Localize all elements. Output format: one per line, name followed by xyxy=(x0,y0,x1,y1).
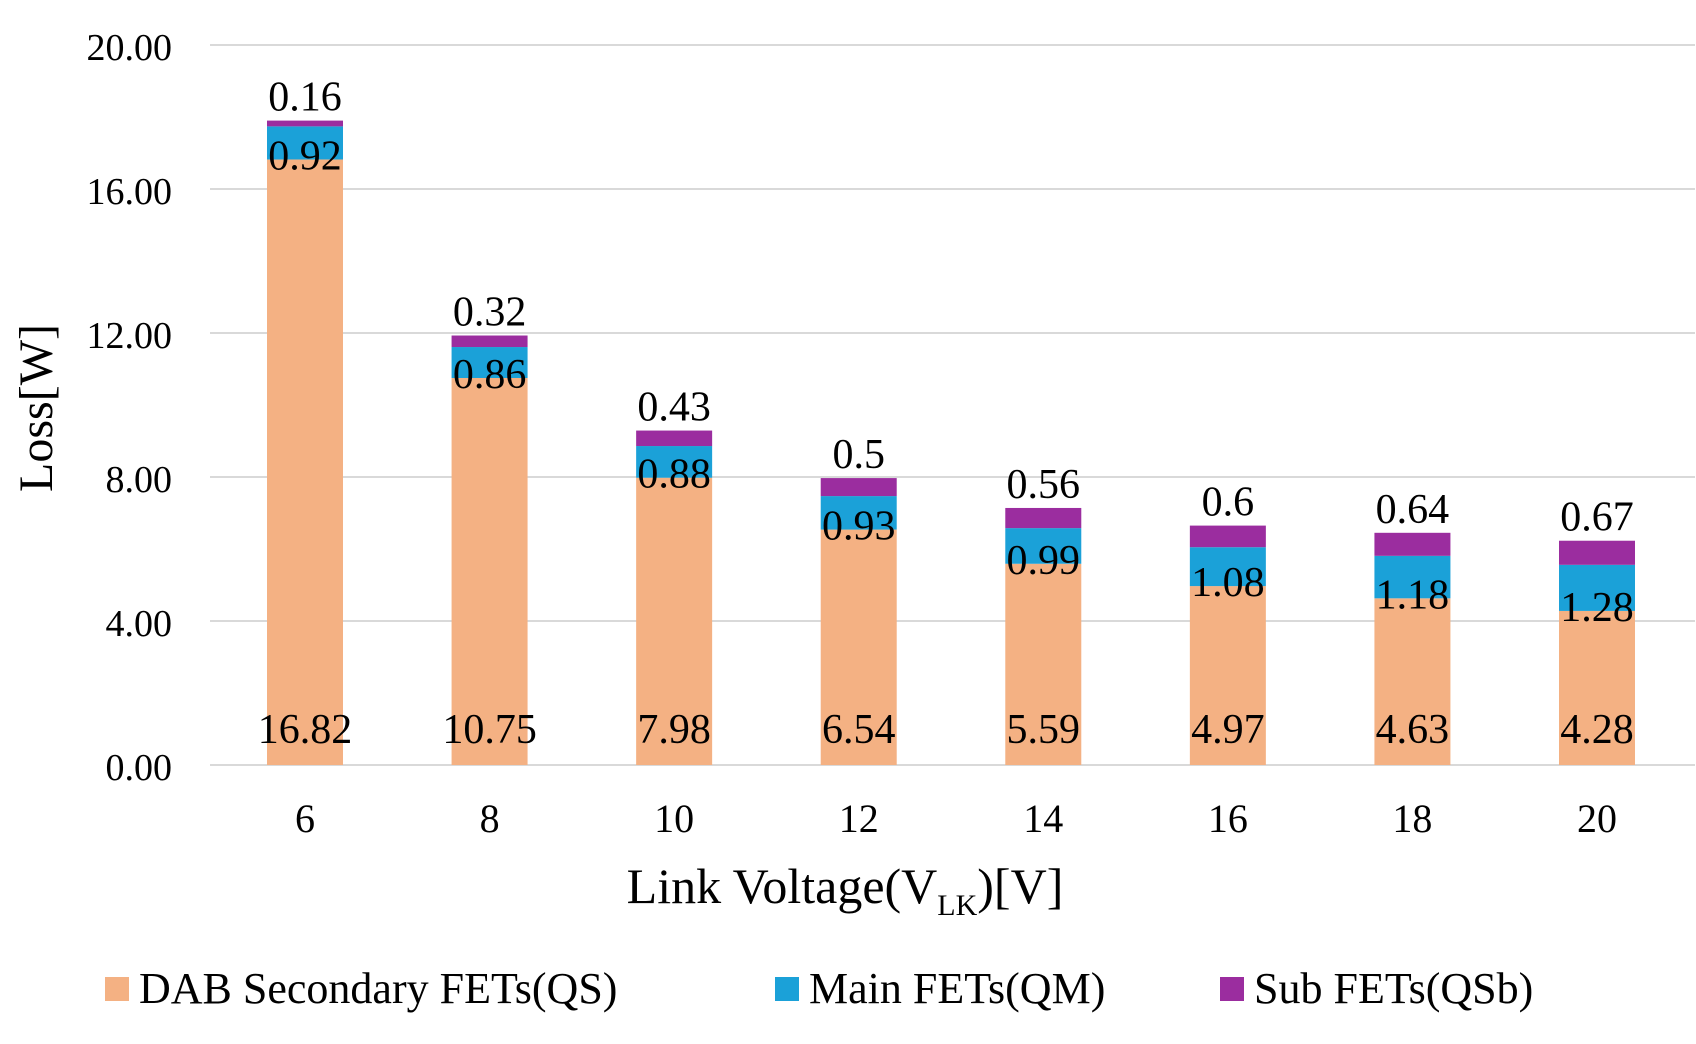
bar-segment-qsb xyxy=(820,478,897,497)
bar-segment-qs xyxy=(1189,586,1266,765)
bars xyxy=(267,120,1635,766)
data-label-qm: 0.92 xyxy=(268,133,342,179)
data-label-qs: 4.97 xyxy=(1191,707,1265,753)
y-tick-label: 4.00 xyxy=(106,603,173,645)
data-label-qsb: 0.64 xyxy=(1376,487,1450,533)
x-axis-title-subscript: LK xyxy=(937,889,977,922)
bar-segment-qsb xyxy=(1005,507,1082,529)
data-label-qs: 7.98 xyxy=(637,707,711,753)
data-label-qs: 4.63 xyxy=(1376,707,1450,753)
bar-segment-qsb xyxy=(267,120,343,127)
data-label-qm: 1.08 xyxy=(1191,560,1265,606)
y-tick-label: 8.00 xyxy=(106,459,173,501)
data-label-qsb: 0.43 xyxy=(637,385,711,431)
data-label-qm: 1.18 xyxy=(1376,572,1450,618)
bar-segment-qs xyxy=(267,159,343,766)
x-axis-title-main: Link Voltage(V xyxy=(627,858,938,914)
data-label-qs: 16.82 xyxy=(258,707,353,753)
bar-segment-qm xyxy=(636,446,713,478)
bar-segment-qsb xyxy=(1559,540,1635,565)
legend: DAB Secondary FETs(QS) Main FETs(QM) Sub F… xyxy=(105,964,1533,1013)
data-label-qs: 10.75 xyxy=(442,707,537,753)
bar-segment-qm xyxy=(1374,555,1451,599)
data-label-qm: 0.88 xyxy=(637,452,711,498)
data-label-qs: 5.59 xyxy=(1007,707,1081,753)
bar-segment-qs xyxy=(1005,563,1082,765)
legend-swatch-qs xyxy=(105,977,129,1001)
y-tick-label: 12.00 xyxy=(87,315,173,357)
data-label-qsb: 0.32 xyxy=(453,290,527,336)
x-tick-label: 14 xyxy=(1023,796,1063,841)
y-tick-label: 0.00 xyxy=(106,747,173,789)
data-labels: 16.82 0.92 0.16 10.75 0.86 0.32 7.98 0.88 0.43 6.… xyxy=(258,75,1634,753)
x-tick-label: 6 xyxy=(295,796,315,841)
y-tick-label: 16.00 xyxy=(87,171,173,213)
data-label-qm: 0.99 xyxy=(1007,538,1081,584)
gridlines xyxy=(210,44,1695,766)
legend-swatch-qsb xyxy=(1220,977,1244,1001)
data-label-qm: 0.93 xyxy=(822,504,896,550)
bar-segment-qs xyxy=(1559,610,1635,765)
bar-segment-qm xyxy=(1005,528,1082,564)
bar-segment-qm xyxy=(820,496,897,530)
y-axis-title: Loss[W] xyxy=(10,324,63,492)
bar-segment-qm xyxy=(1559,564,1635,611)
legend-swatch-qm xyxy=(775,977,799,1001)
legend-label-qm: Main FETs(QM) xyxy=(809,964,1105,1013)
legend-label-qsb: Sub FETs(QSb) xyxy=(1254,964,1533,1013)
data-label-qsb: 0.56 xyxy=(1007,462,1081,508)
x-tick-label: 10 xyxy=(654,796,694,841)
x-tick-label: 12 xyxy=(839,796,879,841)
bar-segment-qs xyxy=(636,477,713,765)
y-tick-label: 20.00 xyxy=(87,27,173,69)
x-tick-label: 16 xyxy=(1208,796,1248,841)
bar-segment-qs xyxy=(451,378,528,765)
data-label-qm: 0.86 xyxy=(453,352,527,398)
bar-segment-qm xyxy=(1189,547,1266,587)
x-tick-label: 20 xyxy=(1577,796,1617,841)
bar-segment-qm xyxy=(451,347,528,378)
bar-segment-qsb xyxy=(1374,532,1451,556)
x-tick-label: 8 xyxy=(480,796,500,841)
bar-segment-qsb xyxy=(1189,525,1266,548)
x-tick-label: 18 xyxy=(1392,796,1432,841)
data-label-qm: 1.28 xyxy=(1560,585,1634,631)
legend-label-qs: DAB Secondary FETs(QS) xyxy=(139,964,617,1013)
x-axis-ticks: 6 8 10 12 14 16 18 20 xyxy=(295,796,1617,841)
bar-segment-qsb xyxy=(451,335,528,348)
data-label-qsb: 0.6 xyxy=(1202,480,1255,526)
x-axis-title: Link Voltage(VLK)[V] xyxy=(627,858,1064,922)
data-label-qs: 6.54 xyxy=(822,707,896,753)
data-label-qsb: 0.16 xyxy=(268,75,342,121)
bar-segment-qs xyxy=(1374,598,1451,765)
data-label-qsb: 0.67 xyxy=(1560,495,1634,541)
data-label-qsb: 0.5 xyxy=(832,432,885,478)
bar-segment-qm xyxy=(267,126,343,160)
data-label-qs: 4.28 xyxy=(1560,707,1634,753)
bar-segment-qs xyxy=(820,529,897,765)
x-axis-title-tail: )[V] xyxy=(977,858,1063,914)
y-axis-ticks: 0.00 4.00 8.00 12.00 16.00 20.00 xyxy=(87,27,173,789)
bar-segment-qsb xyxy=(636,430,713,447)
